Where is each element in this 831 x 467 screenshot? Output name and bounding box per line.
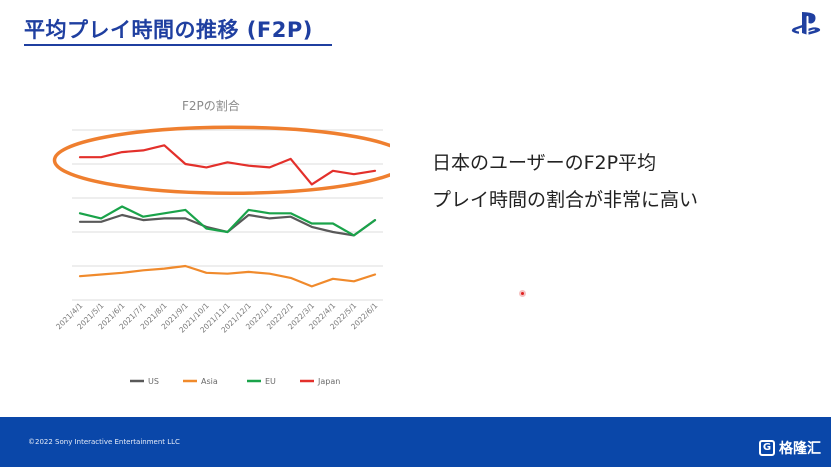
watermark: G 格隆汇 (759, 438, 821, 458)
watermark-text: 格隆汇 (779, 441, 821, 457)
copyright-text: ©2022 Sony Interactive Entertainment LLC (28, 438, 180, 446)
laser-pointer-dot (519, 290, 526, 297)
line-chart: 2021/4/12021/5/12021/6/12021/7/12021/8/1… (52, 125, 390, 386)
playstation-logo-icon (791, 12, 821, 35)
message-line-2: プレイ時間の割合が非常に高い (432, 189, 699, 211)
legend-label: Japan (317, 377, 340, 386)
watermark-logo-icon: G (759, 440, 775, 456)
title-underline (24, 44, 332, 46)
legend-label: EU (265, 377, 276, 386)
series-line-japan (78, 144, 377, 186)
series-line-asia (78, 264, 377, 288)
message-line-1: 日本のユーザーのF2P平均 (432, 152, 657, 174)
chart-title: F2Pの割合 (182, 99, 240, 113)
footer-bar (0, 417, 831, 467)
legend-label: Asia (201, 377, 218, 386)
highlight-ellipse (52, 125, 390, 195)
slide-title: 平均プレイ時間の推移 (F2P) (24, 18, 313, 42)
series-line-eu (78, 205, 377, 237)
legend-label: US (148, 377, 159, 386)
